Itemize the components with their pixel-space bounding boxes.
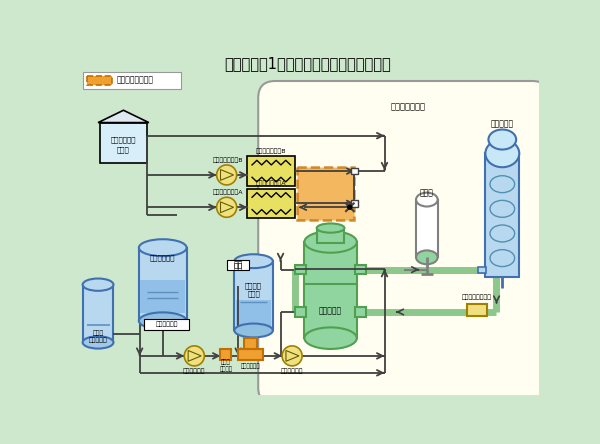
Polygon shape [286,350,299,361]
Ellipse shape [485,139,519,167]
Bar [244,338,257,349]
Text: 純水: 純水 [233,261,243,270]
Bar [247,189,295,218]
Circle shape [282,346,302,366]
Text: 充てんポンプ: 充てんポンプ [281,369,304,374]
Bar [235,261,273,330]
Bar [247,156,295,186]
Bar [478,309,486,315]
Text: ほう酸
フィルタ: ほう酸 フィルタ [220,360,232,372]
Bar [304,242,357,338]
Text: ほう酸ライン: ほう酸ライン [155,321,178,327]
Bar [352,168,358,174]
Text: ほう酸混合器: ほう酸混合器 [241,363,260,369]
Bar [220,349,231,360]
Text: ほう酸タンク: ほう酸タンク [150,254,175,261]
Text: 原子炉格納容器: 原子炉格納容器 [390,103,425,112]
Bar [139,248,187,321]
Text: ほう酸ポンプ: ほう酸ポンプ [183,369,206,374]
FancyBboxPatch shape [258,81,549,404]
Circle shape [184,346,205,366]
Text: １次冷却材ポンプ: １次冷却材ポンプ [462,294,492,300]
Bar [416,200,437,258]
Bar [297,167,355,220]
Ellipse shape [83,278,113,291]
Polygon shape [220,202,233,213]
Ellipse shape [139,313,187,329]
Ellipse shape [235,254,273,268]
Bar [144,319,189,330]
Circle shape [217,197,236,217]
Bar [352,200,358,206]
Bar [87,75,112,85]
Bar [355,307,366,317]
Ellipse shape [139,239,187,256]
Text: 純水: 純水 [233,262,243,271]
Polygon shape [220,170,233,180]
Bar [295,307,306,317]
Ellipse shape [416,250,437,264]
Text: 余熱除去ポンプB: 余熱除去ポンプB [213,158,244,163]
Text: 体積制御
タンク: 体積制御 タンク [245,282,262,297]
Polygon shape [98,110,149,123]
Text: 余熱除去冷却器B: 余熱除去冷却器B [256,148,287,154]
Bar [83,72,181,89]
Bar [295,265,306,274]
Bar [227,260,249,270]
Text: 原子炉容器: 原子炉容器 [319,307,342,316]
Text: タンク: タンク [117,146,130,153]
Bar [317,228,344,243]
Text: 蒸気発生器: 蒸気発生器 [491,119,514,129]
Text: ：配管等取替範囲: ：配管等取替範囲 [116,76,154,85]
Ellipse shape [317,223,344,233]
Bar [236,300,271,327]
Text: 余熱除去冷却器A: 余熱除去冷却器A [256,181,287,186]
Ellipse shape [416,193,437,206]
Text: 加圧器: 加圧器 [420,188,434,197]
Bar [485,153,519,277]
Polygon shape [188,350,201,361]
Bar [140,281,185,313]
Ellipse shape [304,231,357,253]
Text: 燃料取替用水: 燃料取替用水 [111,136,136,143]
Bar [478,266,486,273]
Bar [83,285,113,342]
Text: 余熱除去ポンプA: 余熱除去ポンプA [213,190,244,195]
Ellipse shape [83,336,113,349]
Circle shape [217,165,236,185]
Ellipse shape [235,324,273,337]
Circle shape [347,205,352,210]
Ellipse shape [488,130,516,150]
Ellipse shape [304,327,357,349]
Bar [355,265,366,274]
Text: ほう酸
補給タンク: ほう酸 補給タンク [89,331,107,343]
Bar [238,349,263,360]
Bar [100,123,148,163]
Text: 伊方発電所1号機　配管等取替工事概要図: 伊方発電所1号機 配管等取替工事概要図 [224,56,391,71]
Bar [467,304,487,316]
